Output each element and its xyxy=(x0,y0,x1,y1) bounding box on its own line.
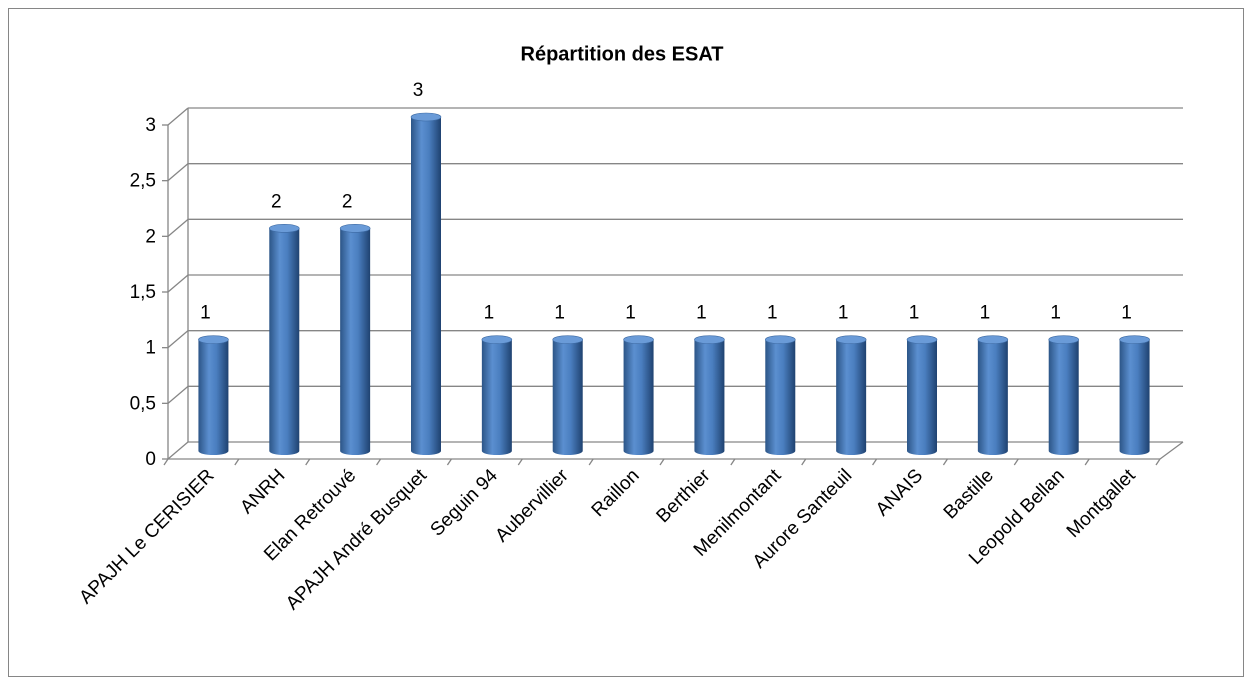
y-tick-label: 2 xyxy=(145,226,156,247)
data-label: 3 xyxy=(413,80,424,101)
x-tick xyxy=(659,458,665,466)
grid-line-side xyxy=(167,163,189,182)
bar xyxy=(1119,339,1150,455)
bar-top xyxy=(1119,335,1150,344)
x-tick xyxy=(872,458,878,466)
x-tick xyxy=(305,458,311,466)
x-tick xyxy=(517,458,523,466)
bar xyxy=(411,117,441,455)
data-label: 1 xyxy=(200,303,211,324)
bar-top xyxy=(481,335,513,344)
bar xyxy=(198,339,229,455)
data-label: 1 xyxy=(980,303,991,324)
x-tick xyxy=(1084,458,1090,466)
bar-top xyxy=(268,224,300,233)
x-tick xyxy=(163,458,169,466)
bar-top xyxy=(198,335,229,344)
bar-top xyxy=(764,335,796,344)
grid-line-side xyxy=(167,218,189,237)
bar-top xyxy=(552,335,584,344)
grid-line-side xyxy=(167,107,189,126)
bar xyxy=(340,228,371,455)
bar xyxy=(765,339,796,455)
bar-top xyxy=(977,335,1009,344)
data-label: 1 xyxy=(1050,303,1061,324)
grid-line-side xyxy=(167,385,189,404)
bar xyxy=(481,339,512,455)
x-tick xyxy=(1013,458,1019,466)
data-label: 1 xyxy=(484,303,495,324)
x-tick xyxy=(234,458,240,466)
bar-top xyxy=(623,335,654,344)
x-tick xyxy=(446,458,452,466)
chart-title: Répartition des ESAT xyxy=(521,43,724,65)
grid-line-side xyxy=(167,330,189,349)
x-tick xyxy=(942,458,948,466)
y-tick-label: 1,5 xyxy=(130,282,156,303)
bar xyxy=(836,339,867,455)
bar xyxy=(1048,339,1079,455)
bar-top xyxy=(1048,335,1080,344)
x-tick xyxy=(730,458,736,466)
data-label: 1 xyxy=(625,303,636,324)
data-label: 1 xyxy=(767,303,778,324)
grid-line-side xyxy=(167,441,189,460)
bar-top xyxy=(906,335,938,344)
x-tick xyxy=(376,458,382,466)
bar xyxy=(552,339,583,455)
bar xyxy=(694,339,725,455)
data-label: 1 xyxy=(696,303,707,324)
data-label: 1 xyxy=(838,303,849,324)
bar-top xyxy=(410,112,442,122)
bar xyxy=(269,228,300,455)
x-tick xyxy=(588,458,594,466)
x-tick xyxy=(1155,458,1161,466)
data-label: 1 xyxy=(909,303,920,324)
y-tick-label: 1 xyxy=(145,338,156,359)
x-tick xyxy=(801,458,807,466)
y-tick-label: 0,5 xyxy=(130,393,156,414)
bar-top xyxy=(694,335,725,344)
bar-top xyxy=(339,224,371,233)
bar-top xyxy=(835,335,867,344)
data-label: 2 xyxy=(271,191,282,212)
bar xyxy=(623,339,654,455)
data-label: 2 xyxy=(342,191,353,212)
y-tick-label: 2,5 xyxy=(130,171,156,192)
bar xyxy=(907,339,937,455)
grid-line-side xyxy=(167,274,189,293)
data-label: 1 xyxy=(554,303,565,324)
bar xyxy=(977,339,1008,455)
y-tick-label: 0 xyxy=(145,449,156,470)
data-label: 1 xyxy=(1121,303,1132,324)
floor-right xyxy=(1159,441,1184,460)
y-tick-label: 3 xyxy=(145,115,156,136)
